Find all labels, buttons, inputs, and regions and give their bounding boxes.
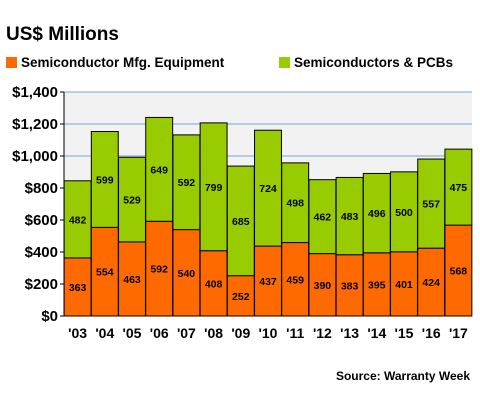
bar-semis — [362, 172, 391, 254]
bar-semis — [417, 158, 446, 249]
data-label: 395 — [368, 279, 386, 291]
x-tick-label: '15 — [395, 325, 414, 341]
data-label: 401 — [395, 279, 413, 291]
bar-semis — [254, 129, 282, 247]
legend-swatch-semis — [279, 57, 290, 68]
data-label: 685 — [232, 216, 250, 228]
bar-equipment — [444, 224, 473, 317]
bar-semis — [145, 116, 174, 222]
bar-semis — [281, 162, 310, 244]
data-label: 592 — [178, 177, 196, 189]
bar-semis — [90, 131, 119, 228]
x-tick-label: '16 — [422, 325, 441, 341]
bar-semis — [118, 156, 146, 243]
bar-semis — [199, 122, 228, 252]
axes: $0 $200 $400 $600 $800 $1,000 $1,200 $1,400 '03 '… — [12, 84, 472, 341]
x-tick-label: '09 — [231, 325, 250, 341]
bar-semis — [226, 165, 255, 277]
bar-semis — [172, 134, 201, 231]
y-tick-label: $400 — [25, 244, 58, 261]
x-tick-label: '10 — [259, 325, 278, 341]
y-tick-label: $1,200 — [12, 116, 58, 133]
data-label: 496 — [368, 208, 386, 220]
data-label: 483 — [341, 211, 359, 223]
legend-label-semis: Semiconductors & PCBs — [294, 55, 453, 70]
x-tick-label: '05 — [123, 325, 142, 341]
source-note: Source: Warranty Week — [336, 369, 470, 383]
data-label: 424 — [422, 277, 440, 289]
data-label: 462 — [314, 212, 332, 224]
bar-semis — [308, 179, 337, 255]
data-label: 724 — [259, 183, 277, 195]
data-label: 540 — [178, 268, 196, 280]
data-label: 437 — [259, 276, 277, 288]
x-tick-label: '12 — [313, 325, 332, 341]
data-label: 498 — [286, 198, 304, 210]
data-label: 649 — [150, 164, 168, 176]
data-label: 592 — [150, 264, 168, 276]
legend-label-equipment: Semiconductor Mfg. Equipment — [21, 55, 225, 70]
x-tick-label: '14 — [367, 325, 386, 341]
x-tick-label: '17 — [449, 325, 468, 341]
data-label: 363 — [69, 282, 87, 294]
data-label: 568 — [450, 266, 468, 278]
bar-semis — [390, 171, 418, 253]
x-tick-label: '11 — [286, 325, 304, 341]
bars — [63, 116, 473, 317]
bar-equipment — [118, 241, 146, 317]
x-tick-label: '07 — [177, 325, 196, 341]
data-label: 252 — [232, 291, 250, 303]
x-tick-label: '06 — [150, 325, 169, 341]
chart-title: US$ Millions — [6, 24, 119, 45]
y-tick-label: $1,400 — [12, 84, 58, 101]
bar-equipment — [390, 251, 418, 317]
data-label: 529 — [123, 195, 141, 207]
data-label: 408 — [205, 278, 223, 290]
data-label: 383 — [341, 280, 359, 292]
bar-equipment — [417, 247, 446, 317]
data-label: 554 — [96, 267, 114, 279]
data-label: 599 — [96, 174, 114, 186]
data-label: 500 — [395, 207, 413, 219]
data-label: 482 — [69, 214, 87, 226]
x-tick-label: '08 — [204, 325, 223, 341]
bar-equipment — [145, 220, 174, 317]
x-tick-label: '03 — [68, 325, 87, 341]
legend-swatch-equipment — [6, 57, 17, 68]
x-tick-label: '13 — [340, 325, 359, 341]
y-tick-label: $0 — [41, 308, 58, 325]
y-tick-label: $800 — [25, 180, 58, 197]
y-tick-label: $1,000 — [12, 148, 58, 165]
y-tick-label: $600 — [25, 212, 58, 229]
data-label: 475 — [450, 182, 468, 194]
bar-equipment — [172, 229, 201, 317]
legend: Semiconductor Mfg. Equipment Semiconduct… — [6, 55, 453, 70]
data-label: 557 — [422, 199, 440, 211]
y-tick-label: $200 — [25, 276, 58, 293]
data-label: 459 — [286, 274, 304, 286]
data-label: 390 — [314, 280, 332, 292]
bar-equipment — [226, 275, 255, 317]
bar-semis — [444, 148, 473, 226]
x-tick-label: '04 — [95, 325, 114, 341]
data-labels: 363 482 554 599 463 529 592 649 540 592 408 799 252 6… — [69, 164, 467, 302]
data-label: 799 — [205, 182, 223, 194]
data-label: 463 — [123, 274, 141, 286]
